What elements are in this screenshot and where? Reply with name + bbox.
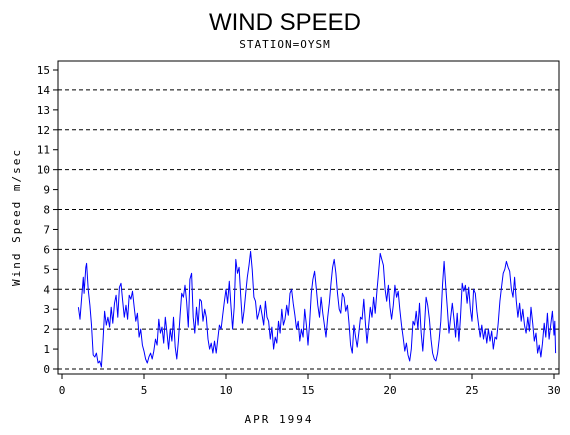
y-tick-label: 5 bbox=[43, 263, 50, 276]
series-layer bbox=[77, 250, 557, 368]
y-tick-label: 11 bbox=[37, 144, 50, 157]
grid-lines bbox=[58, 89, 559, 370]
y-tick-label: 10 bbox=[37, 164, 50, 177]
x-axis-label: APR 1994 bbox=[245, 413, 314, 426]
x-tick-label: 0 bbox=[59, 384, 66, 397]
plot-frame bbox=[57, 60, 560, 375]
y-tick-label: 14 bbox=[37, 84, 51, 97]
x-tick-label: 25 bbox=[465, 384, 478, 397]
y-tick-label: 8 bbox=[43, 204, 50, 217]
x-axis: 0 5 10 15 20 25 30 bbox=[59, 374, 561, 397]
y-axis-label: Wind Speed m/sec bbox=[10, 148, 23, 286]
y-tick-label: 12 bbox=[37, 124, 50, 137]
y-tick-label: 6 bbox=[43, 243, 50, 256]
y-tick-label: 7 bbox=[43, 223, 50, 236]
x-tick-label: 10 bbox=[219, 384, 232, 397]
x-tick-label: 30 bbox=[547, 384, 560, 397]
y-tick-label: 2 bbox=[43, 323, 50, 336]
y-tick-label: 3 bbox=[43, 303, 50, 316]
x-tick-label: 5 bbox=[141, 384, 148, 397]
x-tick-label: 20 bbox=[383, 384, 396, 397]
y-tick-label: 13 bbox=[37, 104, 50, 117]
series-line-wind-speed bbox=[77, 250, 557, 368]
y-tick-label: 9 bbox=[43, 184, 50, 197]
chart-title: WIND SPEED bbox=[209, 9, 361, 36]
y-tick-label: 0 bbox=[43, 363, 50, 376]
chart-subtitle: STATION=OYSM bbox=[239, 38, 330, 51]
y-tick-label: 15 bbox=[37, 64, 50, 77]
y-tick-label: 1 bbox=[43, 343, 50, 356]
x-tick-label: 15 bbox=[301, 384, 314, 397]
y-tick-label: 4 bbox=[43, 283, 50, 296]
